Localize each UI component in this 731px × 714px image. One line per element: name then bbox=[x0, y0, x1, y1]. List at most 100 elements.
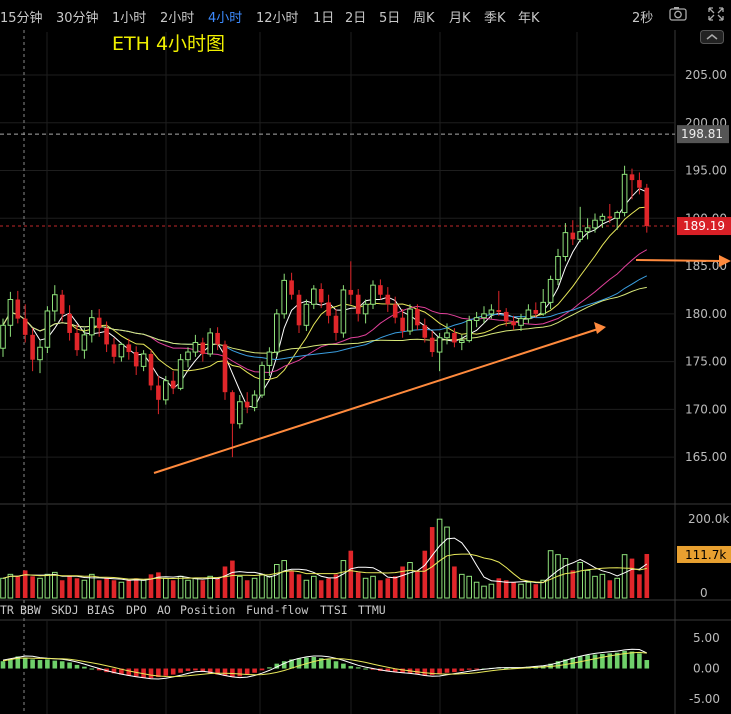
candle-body-down bbox=[511, 321, 516, 326]
timeframe-tab-5[interactable]: 12小时 bbox=[256, 11, 299, 26]
volume-bar-down bbox=[230, 560, 235, 598]
timeframe-tab-1[interactable]: 30分钟 bbox=[56, 11, 99, 26]
volume-bar-down bbox=[111, 580, 117, 598]
indicator-tab-ttmu[interactable]: TTMU bbox=[358, 603, 386, 617]
camera-icon[interactable] bbox=[668, 5, 688, 23]
timeframe-tab-2[interactable]: 1小时 bbox=[112, 11, 147, 26]
candle-body-up bbox=[584, 227, 591, 233]
volume-bar-down bbox=[533, 584, 539, 598]
candle-body-up bbox=[237, 401, 243, 425]
candle-body-down bbox=[348, 289, 354, 295]
candle-body-up bbox=[466, 320, 472, 342]
timeframe-tab-12[interactable]: 年K bbox=[518, 11, 540, 26]
oscillator-bar bbox=[244, 668, 250, 675]
timeframe-tab-11[interactable]: 季K bbox=[484, 11, 506, 26]
target-arrow-line bbox=[635, 259, 723, 262]
candle-body-down bbox=[244, 401, 250, 408]
timeframe-tab-8[interactable]: 5日 bbox=[379, 11, 401, 26]
candle-body-down bbox=[318, 288, 324, 303]
indicator-tab-fund-flow[interactable]: Fund-flow bbox=[246, 603, 309, 617]
candle-body-up bbox=[0, 324, 6, 349]
volume-bar-down bbox=[67, 576, 72, 598]
timeframe-tab-6[interactable]: 1日 bbox=[313, 11, 335, 26]
price-tick-label: 185.00 bbox=[685, 259, 727, 273]
timeframe-tab-3[interactable]: 2小时 bbox=[160, 11, 195, 26]
oscillator-tick-label: 5.00 bbox=[693, 631, 720, 645]
collapse-chevron-icon[interactable] bbox=[700, 30, 724, 44]
refresh-interval-label[interactable]: 2秒 bbox=[632, 11, 654, 26]
volume-bar-down bbox=[415, 570, 420, 598]
price-tick-label: 195.00 bbox=[685, 164, 727, 178]
volume-bar-down bbox=[400, 566, 405, 598]
oscillator-bar bbox=[37, 660, 43, 669]
oscillator-bar bbox=[252, 668, 257, 673]
oscillator-bar bbox=[193, 668, 198, 671]
oscillator-bar bbox=[22, 657, 28, 669]
candle-body-up bbox=[52, 294, 58, 312]
oscillator-bar bbox=[296, 658, 302, 669]
oscillator-bar bbox=[437, 668, 442, 674]
candle-body-down bbox=[111, 344, 117, 357]
volume-bar-down bbox=[296, 574, 302, 598]
candle-body-up bbox=[340, 289, 347, 334]
indicator-tab-skdj[interactable]: SKDJ bbox=[51, 603, 79, 617]
volume-bar-down bbox=[126, 580, 132, 598]
oscillator-bar bbox=[311, 656, 317, 669]
oscillator-bar bbox=[200, 668, 206, 672]
candle-body-up bbox=[488, 309, 495, 315]
volume-bar-up bbox=[466, 575, 472, 599]
candle-body-down bbox=[74, 332, 80, 351]
oscillator-bar bbox=[474, 668, 479, 670]
indicator-tab-bbw[interactable]: BBW bbox=[20, 603, 41, 617]
volume-bar-up bbox=[488, 583, 495, 599]
indicator-tab-position[interactable]: Position bbox=[180, 603, 236, 617]
timeframe-tab-0[interactable]: 15分钟 bbox=[0, 11, 43, 26]
volume-bar-up bbox=[311, 575, 317, 599]
candle-body-up bbox=[251, 394, 258, 408]
oscillator-tick-label: -5.00 bbox=[689, 692, 720, 706]
price-tick-label: 180.00 bbox=[685, 307, 727, 321]
volume-bar-down bbox=[385, 578, 391, 598]
candle-body-down bbox=[326, 302, 331, 316]
indicator-tab-bias[interactable]: BIAS bbox=[87, 603, 115, 617]
oscillator-bar bbox=[30, 659, 35, 669]
fullscreen-icon[interactable] bbox=[706, 5, 726, 23]
volume-bar-down bbox=[429, 527, 435, 598]
candle-body-up bbox=[362, 303, 369, 315]
oscillator-bar bbox=[230, 668, 235, 678]
oscillator-bar bbox=[222, 668, 228, 676]
volume-bar-up bbox=[185, 579, 191, 599]
oscillator-bar bbox=[503, 667, 509, 669]
oscillator-bar bbox=[59, 661, 65, 669]
oscillator-bar bbox=[15, 656, 21, 669]
volume-bar-down bbox=[74, 578, 80, 598]
candle-body-down bbox=[452, 332, 457, 343]
indicator-tab-tr[interactable]: TR bbox=[0, 603, 14, 617]
indicator-tab-ao[interactable]: AO bbox=[157, 603, 171, 617]
candle-body-up bbox=[592, 219, 598, 229]
oscillator-bar bbox=[207, 668, 213, 674]
candle-body-down bbox=[644, 187, 650, 227]
candle-body-up bbox=[303, 303, 310, 326]
timeframe-tab-7[interactable]: 2日 bbox=[345, 11, 367, 26]
timeframe-tab-4[interactable]: 4小时 bbox=[208, 11, 243, 26]
timeframe-tab-10[interactable]: 月K bbox=[449, 11, 471, 26]
trend-arrow-head bbox=[594, 322, 606, 334]
oscillator-bar bbox=[600, 653, 605, 669]
volume-bar-down bbox=[355, 572, 361, 598]
timeframe-tab-9[interactable]: 周K bbox=[413, 11, 435, 26]
oscillator-bar bbox=[614, 652, 620, 669]
indicator-tab-ttsi[interactable]: TTSI bbox=[320, 603, 348, 617]
candle-body-up bbox=[444, 332, 450, 339]
candle-body-up bbox=[163, 380, 169, 401]
reference-price-label: 198.81 bbox=[681, 127, 723, 141]
volume-bar-up bbox=[362, 577, 369, 599]
candle-body-down bbox=[503, 311, 509, 322]
candle-body-down bbox=[215, 332, 220, 345]
oscillator-bar bbox=[74, 664, 80, 669]
volume-bar-up bbox=[192, 577, 199, 599]
volume-bar-up bbox=[274, 564, 280, 599]
indicator-tab-dpo[interactable]: DPO bbox=[126, 603, 147, 617]
volume-bar-up bbox=[592, 575, 598, 599]
